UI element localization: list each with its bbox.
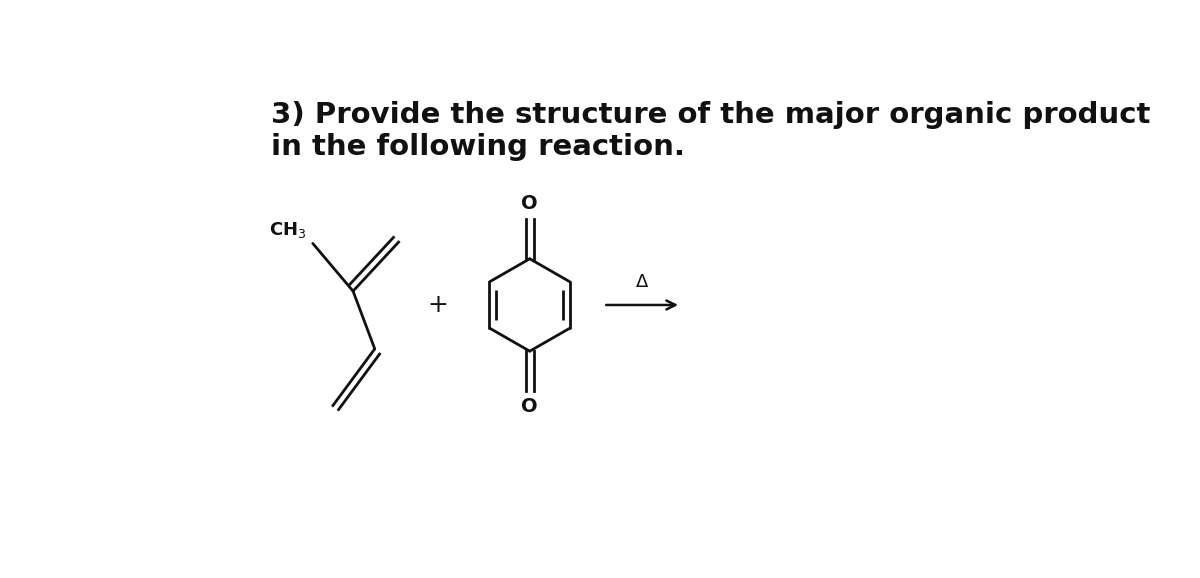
Text: CH$_3$: CH$_3$ [269,220,306,240]
Text: $\Delta$: $\Delta$ [635,273,649,291]
Text: O: O [522,194,538,213]
Text: 3) Provide the structure of the major organic product
in the following reaction.: 3) Provide the structure of the major or… [271,101,1151,161]
Text: +: + [428,293,449,317]
Text: O: O [522,397,538,416]
